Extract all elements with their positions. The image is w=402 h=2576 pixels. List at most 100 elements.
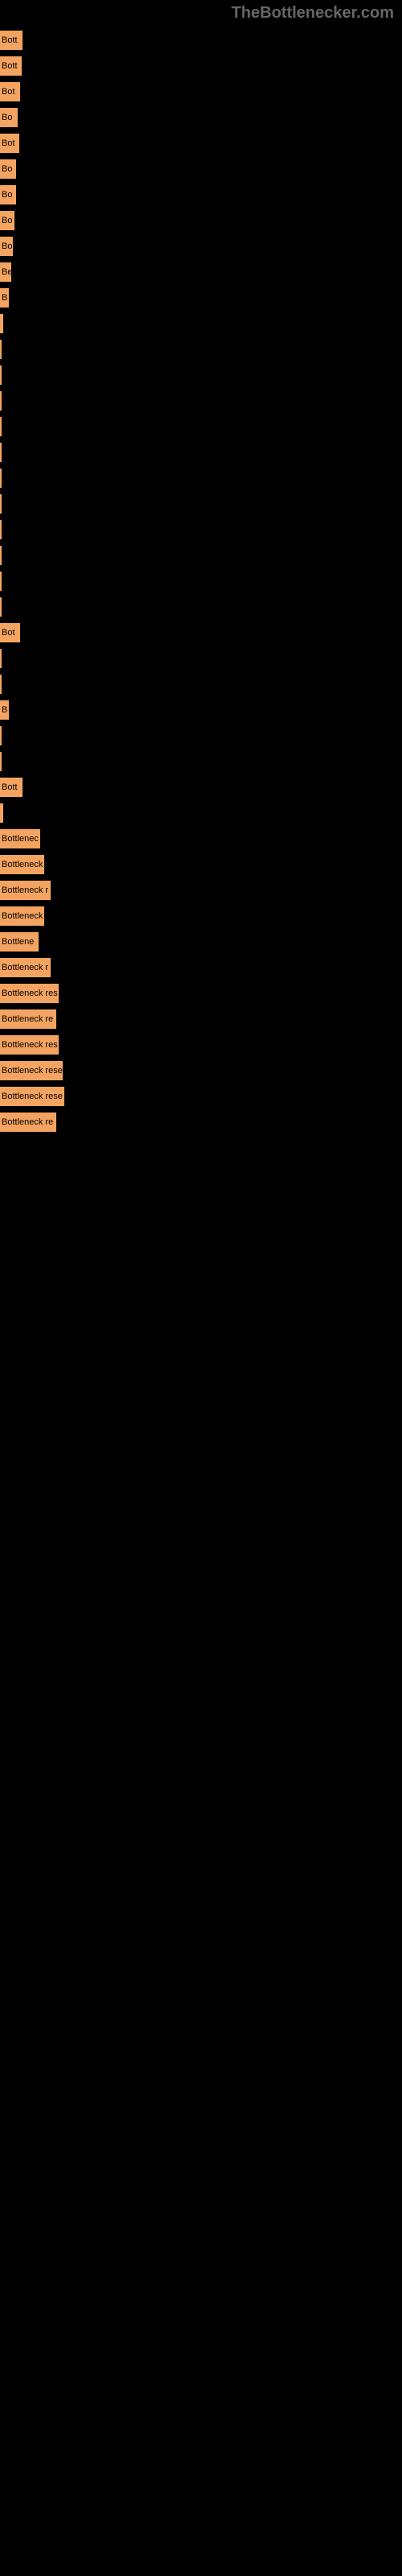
chart-bar: B	[0, 288, 9, 308]
bar-row	[0, 649, 402, 668]
bar-label: Bot	[2, 628, 15, 638]
bar-row: Bott	[0, 56, 402, 76]
bar-label: Bo	[2, 190, 12, 200]
bar-row	[0, 726, 402, 745]
bar-row	[0, 520, 402, 539]
bar-row	[0, 340, 402, 359]
bar-label: Bo	[2, 242, 12, 251]
chart-bar: Bot	[0, 134, 19, 153]
bar-label: Bott	[2, 782, 18, 792]
bar-label: Bottlenec	[2, 834, 39, 844]
bar-row: Bottlenec	[0, 829, 402, 848]
chart-bar: Bot	[0, 623, 20, 642]
bar-row: Bottleneck re	[0, 1009, 402, 1029]
bar-label: Bottleneck rese	[2, 1066, 63, 1075]
chart-bar	[0, 649, 2, 668]
chart-bar: Bott	[0, 56, 22, 76]
bar-row: Bottleneck res	[0, 1035, 402, 1055]
chart-bar: Bo	[0, 108, 18, 127]
chart-bar	[0, 443, 2, 462]
bar-row: Bottleneck re	[0, 1113, 402, 1132]
chart-bar	[0, 597, 2, 617]
bar-label: Bo	[2, 164, 12, 174]
bar-label: Bottleneck r	[2, 886, 48, 895]
chart-bar	[0, 803, 3, 823]
bar-row: Bottleneck res	[0, 984, 402, 1003]
bar-row	[0, 597, 402, 617]
chart-bar: Bo	[0, 211, 14, 230]
chart-bar	[0, 391, 2, 411]
chart-bar	[0, 546, 2, 565]
bar-row: Bot	[0, 134, 402, 153]
bar-row: Bottleneck rese	[0, 1087, 402, 1106]
bar-label: Bottleneck re	[2, 1014, 53, 1024]
bar-label: Bot	[2, 138, 15, 148]
bar-row	[0, 469, 402, 488]
bar-row: Bottleneck	[0, 855, 402, 874]
chart-bar: Bottleneck re	[0, 1113, 56, 1132]
chart-bar	[0, 494, 2, 514]
bar-row	[0, 391, 402, 411]
chart-bar: Bott	[0, 31, 23, 50]
bar-row	[0, 752, 402, 771]
chart-bar: Bottleneck r	[0, 881, 51, 900]
bar-row: Bott	[0, 31, 402, 50]
chart-bar: Bo	[0, 185, 16, 204]
chart-bar	[0, 675, 2, 694]
bar-label: Bot	[2, 87, 15, 97]
chart-bar	[0, 520, 2, 539]
bar-label: Bott	[2, 35, 18, 45]
bar-row: Bot	[0, 82, 402, 101]
chart-bar: Bottleneck rese	[0, 1061, 63, 1080]
bar-row: Bo	[0, 108, 402, 127]
bar-label: B	[2, 293, 7, 303]
chart-bar	[0, 340, 2, 359]
chart-bar: Bo	[0, 237, 13, 256]
chart-bar: Bottleneck res	[0, 1035, 59, 1055]
bar-row: Bottleneck r	[0, 958, 402, 977]
chart-bar: Bottleneck rese	[0, 1087, 64, 1106]
bar-label: Bottleneck res	[2, 989, 58, 998]
bar-row	[0, 314, 402, 333]
chart-bar: Bo	[0, 159, 16, 179]
chart-bar	[0, 572, 2, 591]
chart-bar	[0, 314, 3, 333]
bar-label: Bott	[2, 61, 18, 71]
bar-row	[0, 365, 402, 385]
chart-bar	[0, 726, 2, 745]
bar-label: Bottleneck rese	[2, 1092, 63, 1101]
bar-label: Bottleneck	[2, 911, 43, 921]
chart-bar: Bottleneck r	[0, 958, 51, 977]
bar-row: Bo	[0, 237, 402, 256]
bar-row: Bott	[0, 778, 402, 797]
bar-row: B	[0, 700, 402, 720]
bar-row	[0, 572, 402, 591]
bar-label: Bottleneck r	[2, 963, 48, 972]
chart-bar: Bottlene	[0, 932, 39, 952]
chart-bar	[0, 417, 2, 436]
bar-row: Bottleneck	[0, 906, 402, 926]
bar-label: Bottlene	[2, 937, 34, 947]
bar-row	[0, 803, 402, 823]
header: TheBottlenecker.com	[0, 0, 402, 23]
bar-label: Bo	[2, 113, 12, 122]
chart-bar: Bottleneck res	[0, 984, 59, 1003]
chart-bar	[0, 752, 2, 771]
bar-row: B	[0, 288, 402, 308]
bar-row	[0, 546, 402, 565]
bar-row	[0, 675, 402, 694]
bar-chart: Bott Bott Bot Bo Bot Bo Bo Bo Bo Be B Bo…	[0, 23, 402, 1146]
bar-row	[0, 417, 402, 436]
chart-bar: B	[0, 700, 9, 720]
bar-row: Bo	[0, 211, 402, 230]
bar-row	[0, 494, 402, 514]
bar-row: Bot	[0, 623, 402, 642]
bar-row: Bottlene	[0, 932, 402, 952]
site-title: TheBottlenecker.com	[232, 4, 394, 22]
chart-bar: Bott	[0, 778, 23, 797]
bar-row	[0, 443, 402, 462]
chart-bar: Bottleneck	[0, 906, 44, 926]
chart-bar: Bottleneck	[0, 855, 44, 874]
bar-label: Bottleneck res	[2, 1040, 58, 1050]
bar-row: Bottleneck r	[0, 881, 402, 900]
